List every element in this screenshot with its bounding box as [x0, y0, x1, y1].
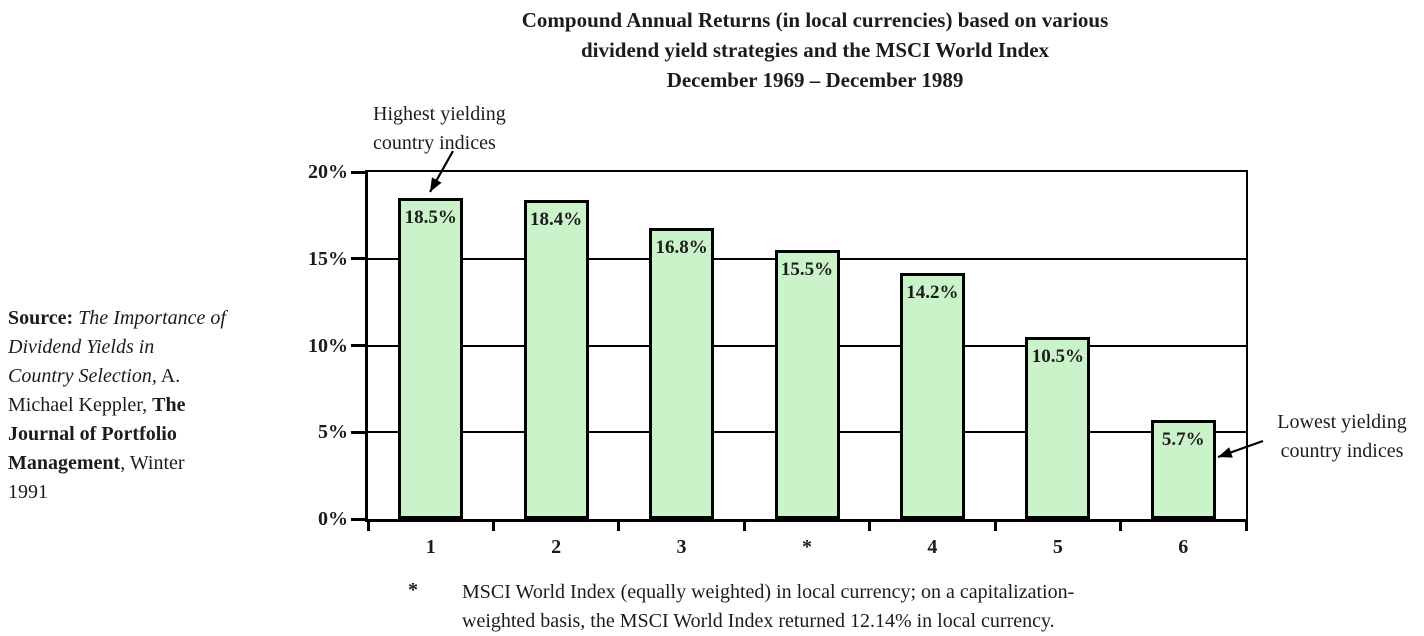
x-axis-label-4: 4 [927, 536, 938, 558]
x-axis-label-6: 6 [1178, 536, 1189, 558]
annotation-lowest-yielding: Lowest yielding country indices [1277, 411, 1407, 462]
y-axis-label-20%: 20% [308, 161, 348, 183]
x-axis-label-1: 1 [425, 536, 436, 558]
source-author: A. Michael Keppler, [8, 365, 181, 416]
title-line-3: December 1969 – December 1989 [666, 68, 964, 92]
annotation-highest-yielding: Highest yielding country indices [373, 103, 506, 154]
x-axis-tick [742, 519, 746, 531]
plot-area: 0% 5% 10% 15% 20% 18.5% 1 18.4% 2 16.8% 3 15.5% * 14.… [308, 161, 1248, 558]
bar-value-label: 18.5% [404, 207, 457, 229]
footnote-asterisk: * [408, 579, 418, 601]
x-axis-label-5: 5 [1052, 536, 1063, 558]
bar-value-label: 10.5% [1031, 345, 1084, 367]
title-line-2: dividend yield strategies and the MSCI W… [580, 38, 1050, 62]
y-tick-15% [351, 257, 365, 261]
x-axis-tick [491, 519, 495, 531]
bar-value-label: 5.7% [1161, 429, 1205, 451]
bar-value-label: 14.2% [906, 281, 959, 303]
x-axis-label-3: 3 [676, 536, 687, 558]
x-axis-label-*: * [801, 536, 812, 558]
y-tick-10% [351, 344, 365, 347]
x-axis-label-2: 2 [551, 536, 562, 558]
bar-value-label: 16.8% [655, 236, 708, 258]
bar-rank-3: 16.8% [649, 227, 715, 519]
y-axis-label-10%: 10% [308, 334, 348, 357]
bar-rank-2: 18.4% [523, 199, 589, 519]
source-issue-date: , Winter 1991 [8, 452, 185, 503]
y-tick-0% [351, 517, 365, 521]
bar-rank-5: 10.5% [1025, 336, 1091, 519]
y-tick-5% [351, 430, 365, 434]
source-work-title: The Importance of Dividend Yields in Cou… [8, 307, 226, 387]
y-axis-label-5%: 5% [318, 421, 348, 444]
bar-rank-4: 14.2% [899, 272, 965, 519]
bar-rank-6: 5.7% [1150, 420, 1216, 519]
title-line-1: Compound Annual Returns (in local curren… [521, 8, 1109, 32]
chart-title: Compound Annual Returns (in local curren… [365, 5, 1265, 95]
source-journal: The Journal of Portfolio Management [8, 394, 186, 474]
x-axis-tick [868, 519, 872, 531]
bar-rank-*: 15.5% [774, 250, 840, 519]
x-axis-tick [1244, 519, 1248, 531]
x-axis-tick [993, 519, 997, 531]
bar-value-label: 18.4% [530, 208, 583, 230]
bar-value-label: 15.5% [780, 259, 834, 281]
source-citation: Source: The Importance of Dividend Yield… [8, 304, 298, 507]
x-axis-tick [366, 519, 370, 531]
y-tick-20% [351, 170, 365, 174]
x-axis-tick [617, 519, 621, 531]
footnote-text: MSCI World Index (equally weighted) in l… [462, 581, 1075, 632]
bar-rank-1: 18.5% [398, 198, 464, 519]
source-label: Source: [8, 307, 74, 329]
y-axis-label-15%: 15% [308, 247, 348, 270]
y-axis-label-0%: 0% [318, 508, 348, 530]
x-axis-tick [1119, 519, 1123, 531]
